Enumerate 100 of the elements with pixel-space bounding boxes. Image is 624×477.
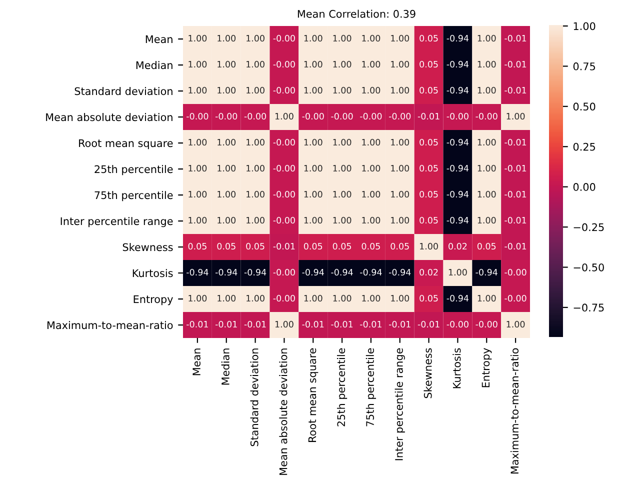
data-label: -0.01 (331, 320, 353, 328)
data-label: 0.02 (420, 268, 438, 276)
data-label: 0.05 (420, 216, 438, 224)
x-tick-label: Mean (192, 348, 200, 376)
data-label: 1.00 (304, 190, 322, 198)
data-label: -0.01 (244, 320, 266, 328)
data-label: -0.00 (273, 294, 295, 302)
data-label: 1.00 (362, 190, 380, 198)
data-label: 1.00 (391, 190, 410, 198)
data-label: 1.00 (391, 86, 410, 94)
data-label: 1.00 (246, 190, 264, 198)
data-label: 1.00 (362, 60, 380, 68)
data-label: -0.94 (476, 268, 498, 276)
data-label: 1.00 (506, 112, 525, 120)
data-label: 0.05 (420, 138, 438, 146)
data-label: 1.00 (333, 138, 352, 146)
data-label: -0.00 (504, 268, 526, 276)
data-label: 1.00 (304, 216, 322, 224)
x-tick-label: Inter percentile range (394, 348, 405, 460)
data-label: -0.01 (504, 216, 526, 224)
data-label: 1.00 (188, 216, 207, 224)
y-tick-label: 25th percentile (94, 165, 173, 176)
y-tick-label: 75th percentile (94, 191, 173, 202)
data-label: 1.00 (188, 164, 207, 172)
y-tick-label: Skewness (122, 243, 173, 252)
data-label: 1.00 (333, 164, 352, 172)
data-label: -0.00 (244, 112, 266, 120)
x-tick-label: 25th percentile (337, 348, 348, 426)
data-label: 1.00 (304, 138, 322, 146)
data-label: 1.00 (304, 34, 322, 42)
data-label: 0.02 (448, 242, 467, 250)
data-label: -0.94 (446, 190, 469, 198)
data-label: -0.01 (360, 320, 382, 328)
color-bar-label: −0.25 (574, 223, 604, 232)
data-label: 1.00 (218, 294, 236, 302)
data-label: -0.00 (273, 268, 295, 276)
data-label: -0.94 (360, 268, 382, 276)
data-label: 1.00 (218, 86, 236, 94)
data-label: -0.00 (504, 294, 526, 302)
data-label: 1.00 (246, 86, 264, 94)
x-tick-label: Median (221, 348, 230, 385)
data-label: -0.01 (215, 320, 237, 328)
data-label: 1.00 (304, 294, 322, 302)
data-label: -0.01 (504, 60, 526, 68)
data-label: 1.00 (188, 190, 207, 198)
data-label: 0.05 (420, 34, 438, 42)
data-label: 1.00 (333, 34, 352, 42)
data-label: 1.00 (362, 216, 380, 224)
data-label: -0.00 (215, 112, 238, 120)
data-label: 1.00 (333, 86, 352, 94)
x-tick-label: Mean absolute deviation (279, 348, 288, 475)
y-tick-label: Kurtosis (132, 269, 173, 278)
data-label: -0.00 (273, 216, 295, 224)
data-label: -0.94 (186, 268, 208, 276)
y-tick-label: Root mean square (79, 139, 173, 150)
x-tick-label: Maximum-to-mean-ratio (510, 348, 519, 474)
data-label: 1.00 (218, 164, 236, 172)
data-label: -0.00 (273, 164, 295, 172)
data-label: -0.94 (446, 164, 469, 172)
data-label: 1.00 (448, 268, 467, 276)
data-label: 1.00 (218, 216, 236, 224)
data-label: 1.00 (333, 294, 352, 302)
data-label: 0.05 (217, 242, 236, 250)
data-label: -0.94 (446, 60, 469, 68)
data-label: -0.01 (186, 320, 208, 328)
data-label: -0.94 (446, 34, 469, 42)
data-label: -0.01 (504, 34, 526, 42)
data-label: 1.00 (188, 294, 207, 302)
data-label: 0.05 (332, 242, 352, 250)
data-label: 1.00 (362, 164, 380, 172)
color-bar-label: 0.25 (573, 142, 596, 151)
data-label: 1.00 (246, 34, 264, 42)
y-tick-label: Median (136, 61, 172, 70)
data-label: 1.00 (188, 60, 207, 68)
data-label: 1.00 (420, 242, 438, 250)
data-label: -0.00 (273, 34, 295, 42)
data-label: 1.00 (246, 138, 264, 146)
data-label: 1.00 (391, 216, 410, 224)
data-label: -0.00 (476, 320, 498, 328)
data-label: -0.94 (388, 268, 411, 276)
chart-title: Mean Correlation: 0.39 (298, 10, 416, 18)
data-label: 0.05 (304, 242, 322, 250)
data-label: -0.01 (504, 190, 526, 198)
data-label: -0.00 (186, 112, 208, 120)
data-label: -0.00 (476, 112, 498, 120)
data-label: -0.01 (388, 320, 410, 328)
data-label: -0.94 (446, 216, 469, 224)
data-label: 1.00 (275, 112, 294, 120)
data-label: 1.00 (333, 190, 352, 198)
data-label: -0.01 (504, 242, 526, 250)
data-label: -0.94 (446, 294, 469, 302)
x-tick-label: Skewness (424, 348, 432, 398)
color-bar-label: 1.00 (574, 22, 596, 30)
data-label: 1.00 (478, 34, 496, 42)
color-bar-label: 0.50 (573, 102, 596, 111)
data-label: -0.01 (504, 164, 526, 172)
data-label: 0.05 (420, 294, 438, 302)
data-label: 1.00 (391, 138, 410, 146)
y-tick-label: Mean absolute deviation (46, 113, 172, 122)
x-tick-label: Standard deviation (250, 348, 258, 446)
